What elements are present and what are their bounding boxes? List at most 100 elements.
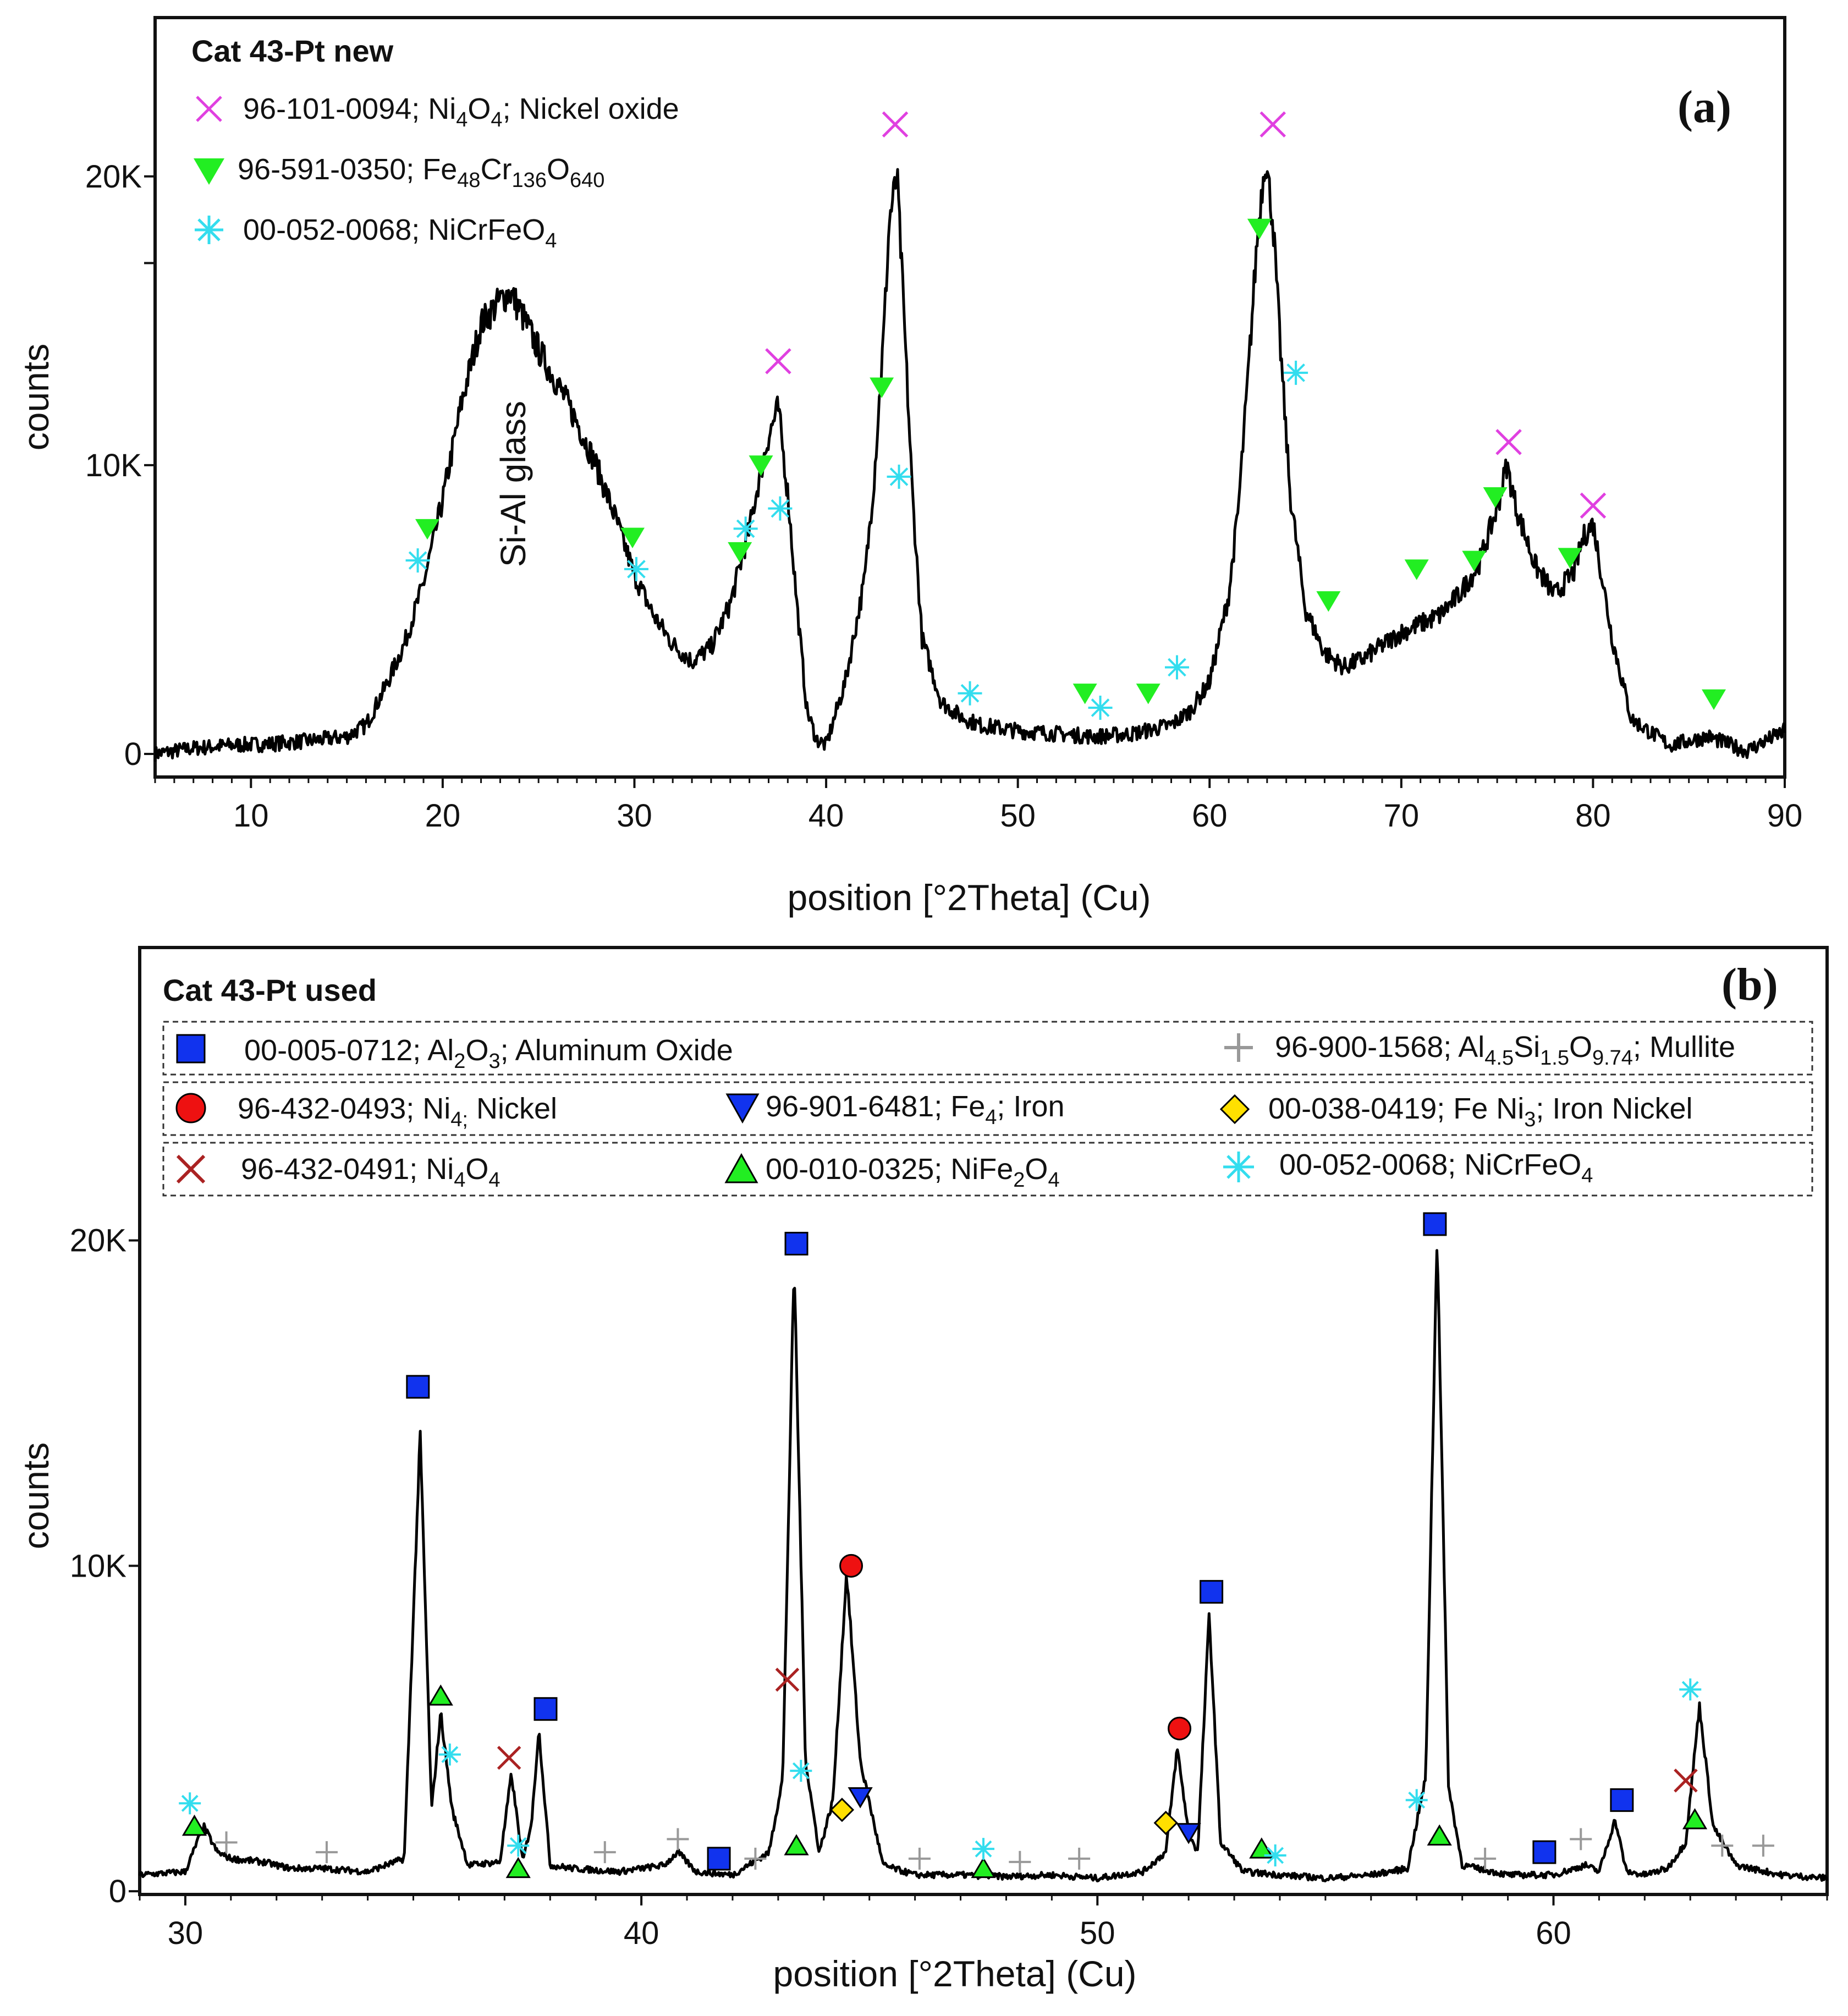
legend-b-nife2o4-sub1: 2 xyxy=(1013,1169,1025,1192)
legend-a-fecro-mid2: O xyxy=(547,153,570,186)
x-tick-label: 70 xyxy=(1384,798,1420,834)
phase-marker-asterisk xyxy=(438,1743,461,1766)
phase-marker-down-triangle xyxy=(1316,591,1341,612)
legend-b-iron-sub1: 4 xyxy=(985,1106,997,1129)
panel-a-phase-markers xyxy=(405,111,1726,720)
legend-a-fecro-sub3: 640 xyxy=(570,169,604,192)
phase-marker-asterisk xyxy=(624,557,648,581)
phase-marker-asterisk xyxy=(887,464,911,489)
legend-b-ni4o4-label: 96-432-0491; Ni xyxy=(241,1153,454,1186)
legend-b-nife2o4-mid: O xyxy=(1025,1153,1048,1186)
legend-a-nicrfeo4-sub1: 4 xyxy=(545,229,557,252)
legend-b-nickel-tail: Nickel xyxy=(468,1092,557,1125)
phase-marker-diamond xyxy=(1153,1810,1178,1835)
phase-marker-plus xyxy=(315,1841,338,1864)
phase-marker-up-triangle xyxy=(428,1684,453,1706)
legend-b-nicrfeo4-label: 00-052-0068; NiCrFeO xyxy=(1279,1148,1581,1181)
phase-marker-square xyxy=(1423,1212,1447,1236)
legend-b-nickel: 96-432-0493; Ni4; Nickel xyxy=(175,1092,557,1131)
phase-marker-plus xyxy=(1752,1835,1774,1857)
panel-b-title: Cat 43-Pt used xyxy=(163,973,377,1007)
legend-a-ni4o4-label: 96-101-0094; Ni xyxy=(243,92,456,125)
x-tick-label: 90 xyxy=(1767,798,1803,834)
legend-b-row2-box xyxy=(162,1081,1813,1136)
phase-marker-up-triangle xyxy=(971,1857,996,1879)
phase-marker-asterisk xyxy=(1405,1789,1428,1811)
phase-marker-asterisk xyxy=(768,496,793,521)
legend-b-nicrfeo4-sub1: 4 xyxy=(1581,1164,1593,1187)
y-tick-label: 20K xyxy=(70,1223,127,1259)
phase-marker-up-triangle xyxy=(784,1834,809,1855)
down-triangle-icon xyxy=(194,158,224,185)
legend-b-ni4o4-mid: O xyxy=(465,1153,488,1186)
panel-a-glass-annotation: Si-Al glass xyxy=(493,401,533,567)
phase-marker-plus xyxy=(1474,1847,1497,1870)
legend-b-al2o3: 00-005-0712; Al2O3; Aluminum Oxide xyxy=(176,1034,733,1073)
phase-marker-x-mark xyxy=(882,111,909,138)
phase-marker-x-mark xyxy=(1580,492,1607,519)
legend-a-fecro-sub2: 136 xyxy=(512,169,547,192)
svg-text:96-901-6481; Fe4; Iron: 96-901-6481; Fe4; Iron xyxy=(766,1090,1064,1129)
phase-marker-asterisk xyxy=(1088,695,1113,720)
legend-a-fecro: 96-591-0350; Fe48Cr136O640 xyxy=(194,153,604,192)
x-tick-label: 10 xyxy=(233,798,269,834)
phase-marker-x-mark xyxy=(765,348,791,374)
panel-b-label: (b) xyxy=(1722,959,1778,1010)
phase-marker-x-mark xyxy=(497,1745,521,1770)
phase-marker-asterisk xyxy=(790,1760,812,1782)
phase-marker-down-triangle xyxy=(1176,1823,1201,1844)
legend-a-fecro-mid: Cr xyxy=(481,153,512,186)
y-tick-label: 10K xyxy=(70,1548,127,1584)
y-tick-label: 0 xyxy=(109,1874,127,1909)
phase-marker-down-triangle xyxy=(1558,548,1582,569)
legend-a-fecro-sub1: 48 xyxy=(457,169,480,192)
x-tick-label: 80 xyxy=(1575,798,1611,834)
legend-b-ni4o4-sub1: 4 xyxy=(454,1169,465,1192)
phase-marker-down-triangle xyxy=(1404,559,1429,580)
legend-b-nife2o4-label: 00-010-0325; NiFe xyxy=(766,1153,1013,1186)
phase-marker-plus xyxy=(744,1847,767,1870)
phase-marker-circle xyxy=(839,1554,864,1578)
phase-marker-up-triangle xyxy=(505,1857,531,1879)
up-triangle-icon xyxy=(724,1153,758,1183)
phase-marker-plus xyxy=(1068,1847,1091,1870)
phase-marker-asterisk xyxy=(1164,655,1189,680)
phase-marker-square xyxy=(707,1847,731,1871)
legend-b-al2o3-sub2: 3 xyxy=(488,1050,500,1073)
phase-marker-plus xyxy=(593,1841,616,1864)
phase-marker-x-mark xyxy=(1495,429,1522,455)
phase-marker-asterisk xyxy=(958,681,982,706)
phase-marker-x-mark xyxy=(1260,111,1286,138)
phase-marker-down-triangle xyxy=(749,455,773,476)
legend-b-ni4o4-sub2: 4 xyxy=(488,1169,500,1192)
legend-b-nickel-label: 96-432-0493; Ni xyxy=(238,1092,450,1125)
x-tick-label: 30 xyxy=(617,798,652,834)
legend-b-ni4o4: 96-432-0491; Ni4O4 xyxy=(176,1153,501,1192)
svg-text:00-052-0068; NiCrFeO4: 00-052-0068; NiCrFeO4 xyxy=(243,213,557,252)
phase-marker-down-triangle xyxy=(848,1787,873,1809)
panel-b-phase-markers xyxy=(179,1212,1774,1879)
legend-b-ironnickel-sub1: 3 xyxy=(1524,1108,1536,1131)
legend-b-al2o3-sub1: 2 xyxy=(454,1050,465,1073)
svg-text:96-900-1568; Al4.5Si1.5O9.74;: 96-900-1568; Al4.5Si1.5O9.74; Mullite xyxy=(1275,1031,1735,1070)
phase-marker-square xyxy=(1532,1840,1557,1864)
svg-text:96-432-0493; Ni4; Nickel: 96-432-0493; Ni4; Nickel xyxy=(238,1092,557,1131)
legend-a-ni4o4-mid: O xyxy=(468,92,491,125)
y-tick-label: 20K xyxy=(85,159,142,195)
square-icon xyxy=(176,1034,206,1064)
svg-text:96-101-0094; Ni4O4; Nickel oxi: 96-101-0094; Ni4O4; Nickel oxide xyxy=(243,92,679,131)
phase-marker-up-triangle xyxy=(1427,1824,1452,1846)
phase-marker-square xyxy=(1200,1580,1224,1604)
legend-b-ironnickel-tail: ; Iron Nickel xyxy=(1536,1092,1692,1125)
svg-text:00-052-0068; NiCrFeO4: 00-052-0068; NiCrFeO4 xyxy=(1279,1148,1593,1187)
x-tick-label: 40 xyxy=(624,1915,659,1951)
phase-marker-up-triangle xyxy=(182,1814,207,1836)
panel-a-label: (a) xyxy=(1678,81,1731,133)
phase-marker-plus xyxy=(1009,1850,1031,1873)
phase-marker-plus xyxy=(215,1831,238,1854)
phase-marker-asterisk xyxy=(1284,360,1308,385)
asterisk-icon xyxy=(195,216,223,244)
phase-marker-asterisk xyxy=(1679,1678,1702,1701)
x-tick-label: 60 xyxy=(1192,798,1228,834)
x-tick-label: 20 xyxy=(425,798,461,834)
